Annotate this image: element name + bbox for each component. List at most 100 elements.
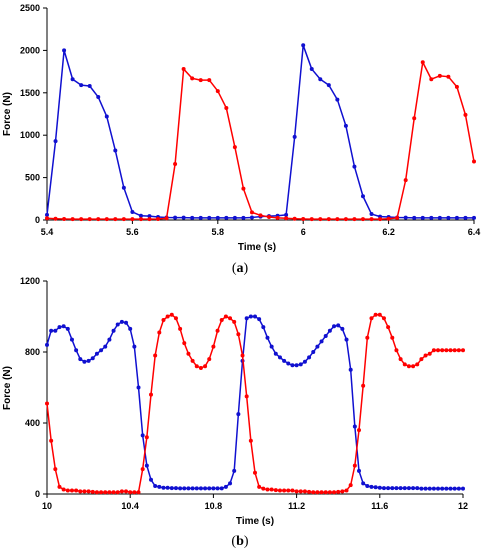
data-point	[241, 186, 246, 191]
data-point	[165, 485, 170, 490]
data-point	[161, 485, 166, 490]
data-point	[277, 488, 282, 493]
y-tick-label: 800	[25, 347, 40, 357]
data-point	[327, 328, 332, 333]
data-point	[173, 215, 178, 220]
data-point	[452, 348, 457, 353]
data-point	[361, 383, 366, 388]
y-tick-label: 1000	[20, 130, 40, 140]
data-point	[390, 335, 395, 340]
data-point	[348, 483, 353, 488]
series-2	[45, 312, 465, 495]
data-point	[236, 332, 241, 337]
data-point	[290, 363, 295, 368]
data-point	[429, 77, 434, 82]
data-point	[406, 364, 411, 369]
data-point	[61, 324, 66, 329]
data-point	[286, 488, 291, 493]
series-group	[45, 312, 465, 495]
x-tick-label: 11.6	[371, 501, 388, 511]
data-point	[446, 215, 451, 220]
data-point	[94, 351, 99, 356]
data-point	[232, 145, 237, 150]
data-point	[309, 217, 314, 222]
data-point	[198, 365, 203, 370]
data-point	[335, 217, 340, 222]
data-point	[128, 326, 133, 331]
data-point	[406, 486, 411, 491]
data-point	[258, 213, 263, 218]
chart-panel-a: 5.4 5.6 5.8 6 6.2 6.4 0 500 1000 1500 2000 2500 Ti…	[2, 3, 480, 276]
data-point	[140, 433, 145, 438]
data-point	[340, 489, 345, 494]
data-point	[377, 485, 382, 490]
data-point	[232, 468, 237, 473]
data-point	[386, 486, 391, 491]
data-point	[273, 351, 278, 356]
data-point	[103, 490, 108, 495]
data-point	[215, 215, 220, 220]
data-point	[326, 83, 331, 88]
chart-panel-b: 10 10.4 10.8 11.2 11.6 12 0 400 800 1200 Time (s…	[2, 276, 468, 549]
data-point	[323, 490, 328, 495]
data-point	[423, 353, 428, 358]
data-point	[415, 486, 420, 491]
data-point	[277, 355, 282, 360]
data-point	[394, 486, 399, 491]
data-point	[302, 359, 307, 364]
data-point	[194, 364, 199, 369]
data-point	[282, 488, 287, 493]
data-point	[402, 486, 407, 491]
data-point	[53, 328, 58, 333]
data-point	[344, 337, 349, 342]
data-point	[309, 67, 314, 72]
data-point	[448, 486, 453, 491]
data-point	[82, 359, 87, 364]
data-point	[248, 314, 253, 319]
data-point	[78, 489, 83, 494]
data-point	[232, 319, 237, 324]
data-point	[454, 84, 459, 89]
data-point	[132, 490, 137, 495]
data-point	[223, 484, 228, 489]
data-point	[57, 484, 62, 489]
series-line	[46, 61, 475, 220]
y-tick-label: 0	[35, 215, 40, 225]
data-point	[257, 317, 262, 322]
data-point	[265, 487, 270, 492]
data-point	[223, 314, 228, 319]
data-point	[286, 361, 291, 366]
data-point	[182, 486, 187, 491]
data-point	[437, 215, 442, 220]
data-point	[153, 353, 158, 358]
data-point	[99, 348, 104, 353]
data-point	[307, 355, 312, 360]
data-point	[431, 486, 436, 491]
x-tick-label: 5.6	[126, 227, 139, 237]
data-point	[294, 363, 299, 368]
data-point	[228, 316, 233, 321]
data-point	[377, 312, 382, 317]
data-point	[282, 358, 287, 363]
data-point	[130, 209, 135, 214]
y-tick-label: 500	[25, 173, 40, 183]
data-point	[186, 486, 191, 491]
data-point	[318, 77, 323, 82]
data-point	[111, 490, 116, 495]
data-point	[261, 486, 266, 491]
data-point	[107, 490, 112, 495]
data-point	[292, 134, 297, 139]
data-point	[472, 159, 476, 164]
data-point	[181, 67, 186, 72]
data-point	[398, 357, 403, 362]
data-point	[149, 477, 153, 482]
data-point	[211, 344, 216, 349]
data-point	[319, 490, 324, 495]
data-point	[307, 489, 312, 494]
data-point	[115, 490, 120, 495]
data-point	[69, 337, 74, 342]
data-point	[61, 487, 66, 492]
data-point	[70, 217, 75, 222]
data-point	[124, 320, 129, 325]
data-point	[381, 486, 386, 491]
